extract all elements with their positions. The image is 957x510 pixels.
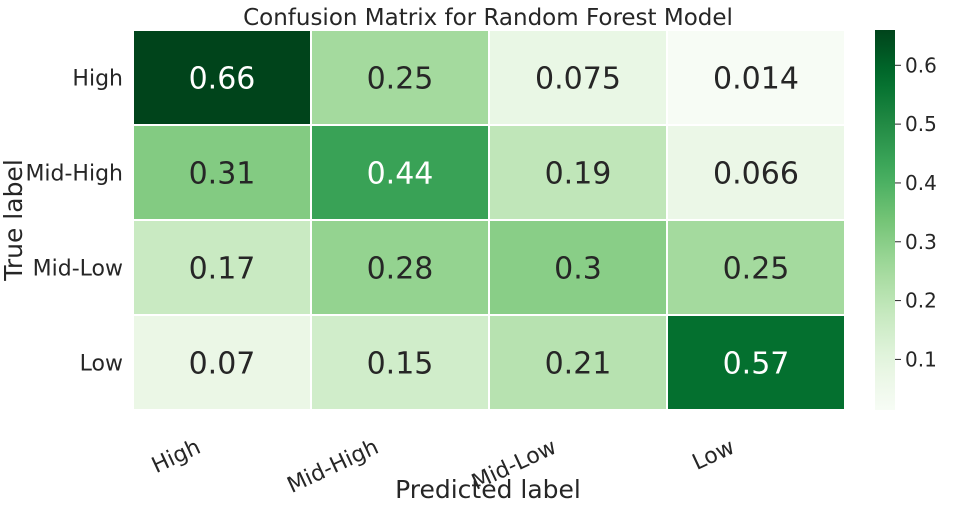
- cell-value-label: 0.066: [713, 157, 799, 192]
- heatmap-cell: [310, 314, 490, 411]
- heatmap-cell: [666, 219, 846, 316]
- x-axis-label: Predicted label: [395, 475, 581, 504]
- y-axis-label: True label: [0, 159, 28, 282]
- colorbar-ticks: 0.1 0.2 0.3 0.4 0.5 0.6: [895, 53, 937, 371]
- cell-value-label: 0.31: [189, 157, 256, 192]
- heatmap-cell: [310, 29, 490, 126]
- heatmap-cells: 0.66 0.25 0.075 0.014 0.31 0.44 0.19 0.066 0.17 0…: [132, 29, 846, 411]
- cell-value-label: 0.21: [545, 347, 612, 382]
- heatmap-cell: [488, 29, 668, 126]
- cell-value-label: 0.17: [189, 252, 256, 287]
- y-tick-label: Low: [80, 352, 123, 377]
- heatmap-cell: [310, 219, 490, 316]
- cell-value-label: 0.075: [535, 62, 621, 97]
- heatmap-cell: [666, 314, 846, 411]
- heatmap-cell: [132, 29, 312, 126]
- colorbar-tick-label: 0.3: [905, 230, 937, 254]
- heatmap-cell: [666, 29, 846, 126]
- colorbar: [875, 30, 895, 410]
- chart-title: Confusion Matrix for Random Forest Model: [243, 5, 733, 31]
- x-tick-label: High: [148, 435, 204, 479]
- colorbar-tick-label: 0.2: [905, 289, 937, 313]
- colorbar-tick-label: 0.5: [905, 112, 937, 136]
- colorbar-tick-label: 0.6: [905, 53, 937, 77]
- colorbar-tick-label: 0.1: [905, 347, 937, 371]
- heatmap-cell: [132, 314, 312, 411]
- cell-value-label: 0.66: [189, 62, 256, 97]
- cell-value-label: 0.25: [723, 252, 790, 287]
- cell-value-label: 0.28: [367, 252, 434, 287]
- heatmap-cell: [666, 124, 846, 221]
- cell-value-label: 0.07: [189, 347, 256, 382]
- cell-value-label: 0.44: [367, 157, 434, 192]
- cell-value-label: 0.57: [723, 347, 790, 382]
- colorbar-tick-label: 0.4: [905, 171, 937, 195]
- y-tick-label: Mid-High: [25, 162, 123, 187]
- x-tick-label: Mid-High: [284, 435, 383, 499]
- y-tick-labels: High Mid-High Mid-Low Low: [25, 67, 123, 377]
- heatmap-cell: [310, 124, 490, 221]
- cell-value-label: 0.014: [713, 62, 799, 97]
- cell-value-label: 0.15: [367, 347, 434, 382]
- cell-value-label: 0.25: [367, 62, 434, 97]
- y-tick-label: High: [72, 67, 123, 92]
- x-tick-label: Low: [689, 435, 739, 476]
- cell-value-label: 0.19: [545, 157, 612, 192]
- cell-value-label: 0.3: [554, 252, 602, 287]
- y-tick-label: Mid-Low: [33, 257, 123, 282]
